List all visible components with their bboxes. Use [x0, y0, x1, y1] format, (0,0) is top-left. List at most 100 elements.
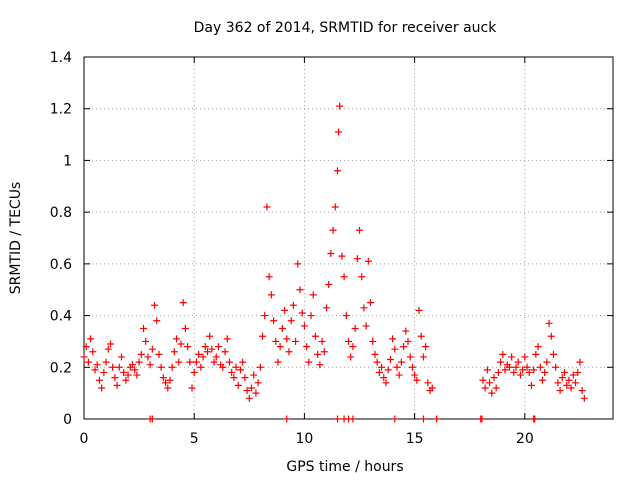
- data-point: [93, 361, 101, 369]
- data-point: [547, 332, 555, 340]
- data-point: [157, 363, 165, 371]
- data-point: [124, 371, 132, 379]
- data-point: [364, 257, 372, 265]
- data-point: [510, 368, 518, 376]
- data-points: [80, 102, 588, 423]
- data-point: [303, 343, 311, 351]
- y-tick-label: 0.6: [50, 257, 72, 273]
- data-point: [300, 322, 308, 330]
- data-point: [395, 371, 403, 379]
- data-point: [545, 319, 553, 327]
- data-point: [331, 203, 339, 211]
- data-point: [254, 379, 262, 387]
- data-point: [192, 358, 200, 366]
- data-point: [225, 358, 233, 366]
- data-point: [369, 337, 377, 345]
- data-point: [80, 353, 88, 361]
- data-point: [574, 368, 582, 376]
- data-point: [113, 381, 121, 389]
- data-point: [362, 322, 370, 330]
- data-point: [380, 374, 388, 382]
- data-point: [170, 348, 178, 356]
- data-point: [382, 379, 390, 387]
- data-point: [402, 327, 410, 335]
- data-point: [353, 255, 361, 263]
- data-point: [523, 363, 531, 371]
- data-point: [386, 356, 394, 364]
- data-point: [164, 384, 172, 392]
- data-point: [378, 363, 386, 371]
- data-point: [347, 353, 355, 361]
- data-point: [349, 415, 357, 423]
- data-point: [325, 281, 333, 289]
- data-point: [142, 337, 150, 345]
- data-point: [333, 415, 341, 423]
- y-tick-labels: 0 0.2 0.4 0.6 0.8 1 1.2 1.4: [50, 50, 72, 428]
- data-point: [333, 167, 341, 175]
- data-point: [318, 337, 326, 345]
- data-point: [543, 358, 551, 366]
- data-point: [531, 415, 539, 423]
- data-point: [239, 358, 247, 366]
- data-point: [424, 379, 432, 387]
- data-point: [538, 376, 546, 384]
- data-point: [270, 317, 278, 325]
- data-point: [488, 389, 496, 397]
- data-point: [261, 312, 269, 320]
- x-axis-label: GPS time / hours: [286, 459, 403, 475]
- data-point: [188, 384, 196, 392]
- data-point: [536, 363, 544, 371]
- data-point: [499, 350, 507, 358]
- data-point: [153, 317, 161, 325]
- data-point: [565, 376, 573, 384]
- data-point: [375, 368, 383, 376]
- data-point: [501, 366, 509, 374]
- data-point: [309, 291, 317, 299]
- data-point: [422, 343, 430, 351]
- data-point: [232, 363, 240, 371]
- data-point: [497, 358, 505, 366]
- data-point: [428, 384, 436, 392]
- data-point: [340, 273, 348, 281]
- data-point: [166, 376, 174, 384]
- data-point: [206, 332, 214, 340]
- data-point: [122, 376, 130, 384]
- data-point: [516, 371, 524, 379]
- data-point: [115, 363, 123, 371]
- data-point: [572, 379, 580, 387]
- data-point: [245, 394, 253, 402]
- data-point: [133, 371, 141, 379]
- data-point: [283, 415, 291, 423]
- data-point: [199, 353, 207, 361]
- data-point: [481, 384, 489, 392]
- data-point: [558, 374, 566, 382]
- data-point: [338, 252, 346, 260]
- data-point: [278, 325, 286, 332]
- data-point: [128, 361, 136, 369]
- data-point: [393, 363, 401, 371]
- data-point: [137, 350, 145, 358]
- data-point: [397, 358, 405, 366]
- axis-ticks: [83, 56, 613, 420]
- data-point: [106, 340, 114, 348]
- y-tick-label: 0: [63, 412, 72, 428]
- data-point: [419, 415, 427, 423]
- data-point: [307, 312, 315, 320]
- data-point: [281, 306, 289, 314]
- data-point: [408, 363, 416, 371]
- data-point: [179, 299, 187, 307]
- x-tick-labels: 0 5 10 15 20: [80, 431, 534, 447]
- data-point: [186, 358, 194, 366]
- data-point: [541, 368, 549, 376]
- data-point: [534, 343, 542, 351]
- data-point: [201, 343, 209, 351]
- data-point: [373, 358, 381, 366]
- data-point: [144, 353, 152, 361]
- data-point: [294, 260, 302, 268]
- data-point: [336, 102, 344, 110]
- data-point: [494, 368, 502, 376]
- data-point: [329, 226, 337, 234]
- data-point: [151, 301, 159, 309]
- data-point: [102, 358, 110, 366]
